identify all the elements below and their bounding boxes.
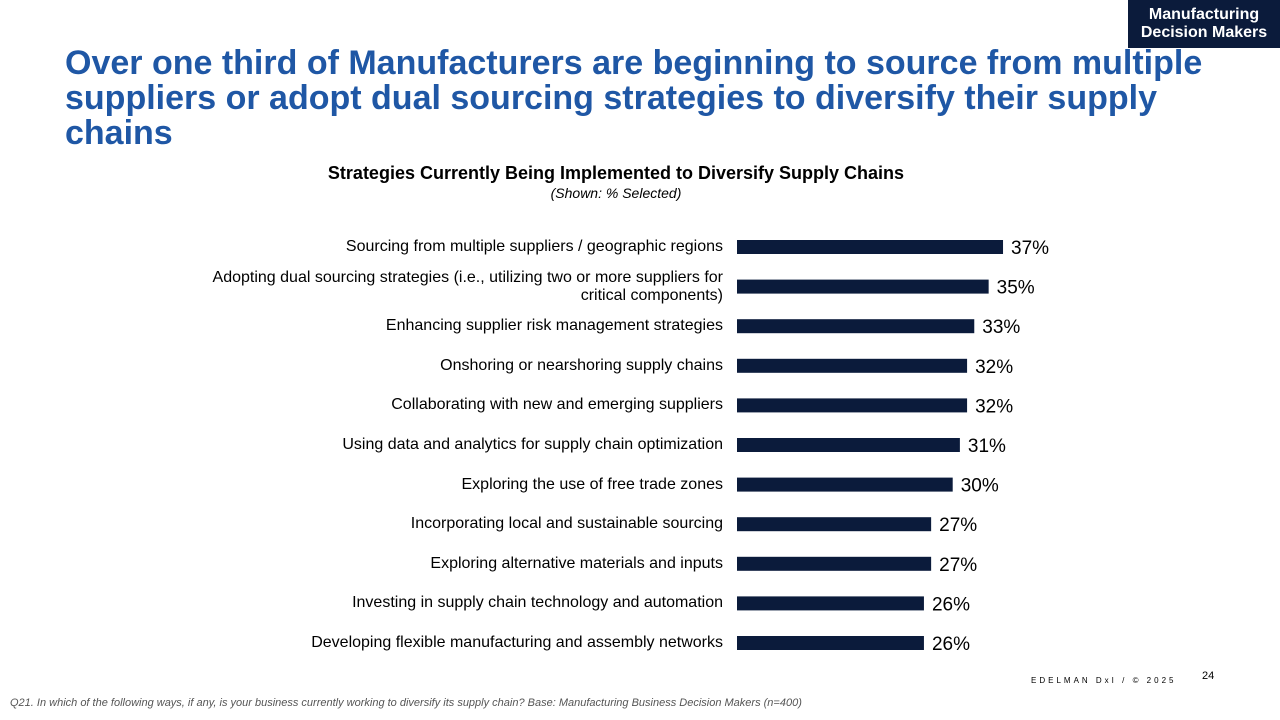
value-label-9: 27% (939, 555, 977, 576)
bar-1 (737, 240, 1004, 254)
audience-badge: Manufacturing Decision Makers (1128, 0, 1280, 48)
category-label-11: Developing flexible manufacturing and as… (311, 634, 723, 651)
bar-7 (737, 477, 953, 492)
value-label-7: 30% (961, 476, 999, 497)
slide-headline: Over one third of Manufacturers are begi… (65, 44, 1203, 152)
chart-subtitle: (Shown: % Selected) (550, 185, 682, 201)
bar-9 (737, 556, 932, 571)
bar-10 (737, 596, 924, 611)
page-number: 24 (1202, 670, 1215, 682)
badge-line-2: Decision Makers (1140, 24, 1268, 41)
category-label-9: Exploring alternative materials and inpu… (430, 554, 723, 572)
category-label-8: Incorporating local and sustainable sour… (410, 515, 723, 533)
bar-4 (737, 358, 968, 373)
badge-line-1: Manufacturing (1148, 6, 1260, 23)
value-label-10: 26% (932, 594, 970, 615)
bar-11 (737, 636, 924, 650)
bar-5 (737, 398, 968, 413)
survey-footnote: Q21. In which of the following ways, if … (10, 697, 802, 709)
value-label-2: 35% (997, 278, 1035, 299)
category-label-10: Investing in supply chain technology and… (352, 594, 723, 612)
chart-title: Strategies Currently Being Implemented t… (327, 163, 905, 183)
value-label-6: 31% (968, 436, 1006, 457)
category-label-4: Onshoring or nearshoring supply chains (440, 356, 723, 374)
value-label-4: 32% (975, 357, 1013, 378)
value-label-3: 33% (982, 317, 1020, 338)
footer-brand: EDELMAN DxI / © 2025 (1031, 676, 1177, 685)
bar-3 (737, 319, 975, 334)
category-label-1: Sourcing from multiple suppliers / geogr… (345, 238, 723, 255)
value-label-8: 27% (939, 515, 977, 536)
category-label-7: Exploring the use of free trade zones (461, 475, 724, 493)
bar-8 (737, 517, 932, 532)
value-label-1: 37% (1011, 238, 1049, 259)
category-label-3: Enhancing supplier risk management strat… (385, 317, 723, 335)
category-label-6: Using data and analytics for supply chai… (342, 436, 723, 453)
bar-2 (737, 279, 989, 294)
value-label-11: 26% (932, 634, 970, 655)
category-label-5: Collaborating with new and emerging supp… (391, 396, 723, 414)
category-label-2: Adopting dual sourcing strategies (i.e.,… (212, 268, 723, 304)
value-label-5: 32% (975, 396, 1013, 417)
bar-6 (737, 438, 960, 452)
